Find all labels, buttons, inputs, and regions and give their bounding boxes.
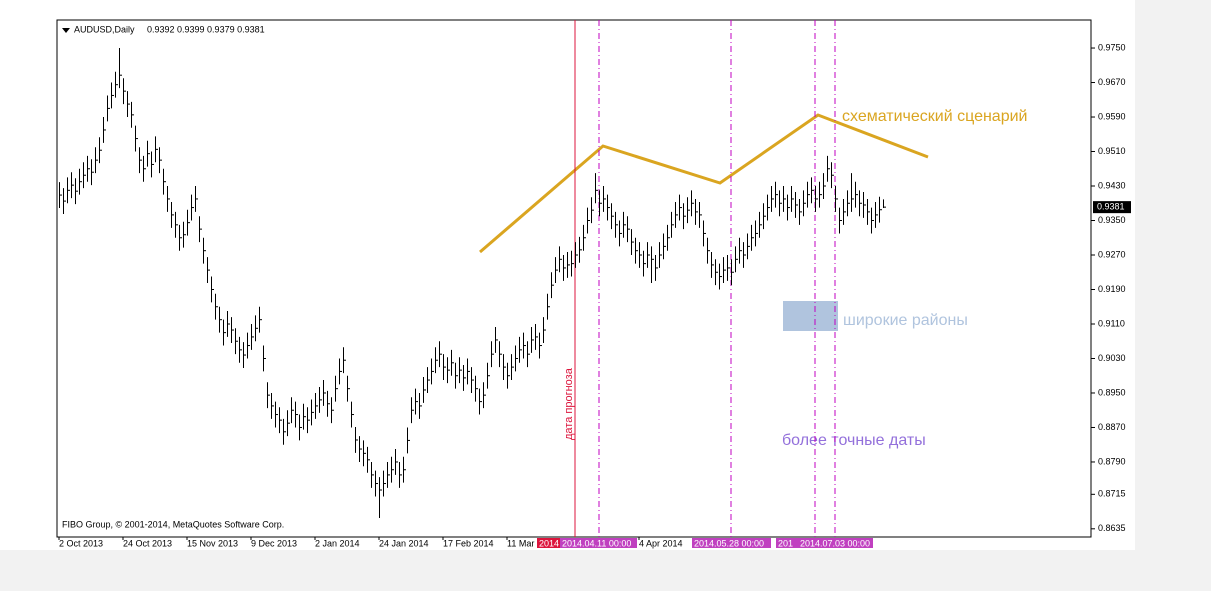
y-tick-label: 0.9030 xyxy=(1098,353,1126,363)
y-tick-label: 0.8790 xyxy=(1098,456,1126,466)
quote: 0.9392 0.9399 0.9379 0.9381 xyxy=(147,24,265,34)
y-tick-label: 0.9430 xyxy=(1098,180,1126,190)
date-tag xyxy=(798,538,873,548)
y-tick-label: 0.9350 xyxy=(1098,215,1126,225)
symbol-arrow xyxy=(62,28,70,33)
x-tick-label: 2 Oct 2013 xyxy=(59,538,103,548)
x-tick-label: 9 Dec 2013 xyxy=(251,538,297,548)
forecast-label: дата прогноза xyxy=(563,367,575,440)
date-tag-label: 2014.04.11 00:00 xyxy=(562,538,631,548)
date-tag-label: 2014.07.03 00:00 xyxy=(800,538,870,548)
x-tick-label: 24 Oct 2013 xyxy=(123,538,172,548)
date-tag-label: 2014 xyxy=(539,538,559,548)
date-tag xyxy=(560,538,637,548)
y-tick-label: 0.8635 xyxy=(1098,523,1126,533)
y-tick-label: 0.8950 xyxy=(1098,387,1126,397)
y-tick-label: 0.8870 xyxy=(1098,422,1126,432)
y-tick-label: 0.9590 xyxy=(1098,111,1126,121)
date-tag-label: 2014.05.28 00:00 xyxy=(694,538,764,548)
scenario-label: схематический сценарий xyxy=(842,108,1027,125)
price-tag xyxy=(1093,201,1131,214)
x-tick-label: 4 Apr 2014 xyxy=(639,538,683,548)
x-tick-label: 24 Jan 2014 xyxy=(379,538,429,548)
y-tick-label: 0.9750 xyxy=(1098,42,1126,52)
y-tick-label: 0.9270 xyxy=(1098,249,1126,259)
x-tick-label: 17 Feb 2014 xyxy=(443,538,494,548)
dates-label: более точные даты xyxy=(782,432,926,449)
symbol: AUDUSD,Daily xyxy=(74,24,135,34)
scenario-line xyxy=(479,113,929,254)
date-tag xyxy=(537,538,560,548)
copyright: FIBO Group, © 2001-2014, MetaQuotes Soft… xyxy=(62,519,284,529)
y-tick-label: 0.8715 xyxy=(1098,489,1126,499)
x-tick-label: 2 Jan 2014 xyxy=(315,538,360,548)
date-tag xyxy=(692,538,771,548)
price-tag-label: 0.9381 xyxy=(1097,202,1125,212)
zones-label: широкие районы xyxy=(843,312,968,329)
y-tick-label: 0.9110 xyxy=(1098,318,1125,328)
date-tag-label: 201 xyxy=(778,538,793,548)
x-tick-label: 11 Mar xyxy=(507,538,534,548)
plot-frame xyxy=(56,19,1092,538)
y-tick-label: 0.9510 xyxy=(1098,146,1126,156)
date-tag xyxy=(776,538,798,548)
x-tick-label: 15 Nov 2013 xyxy=(187,538,238,548)
zone-box xyxy=(783,301,838,331)
y-tick-label: 0.9670 xyxy=(1098,77,1126,87)
y-tick-label: 0.9190 xyxy=(1098,284,1126,294)
